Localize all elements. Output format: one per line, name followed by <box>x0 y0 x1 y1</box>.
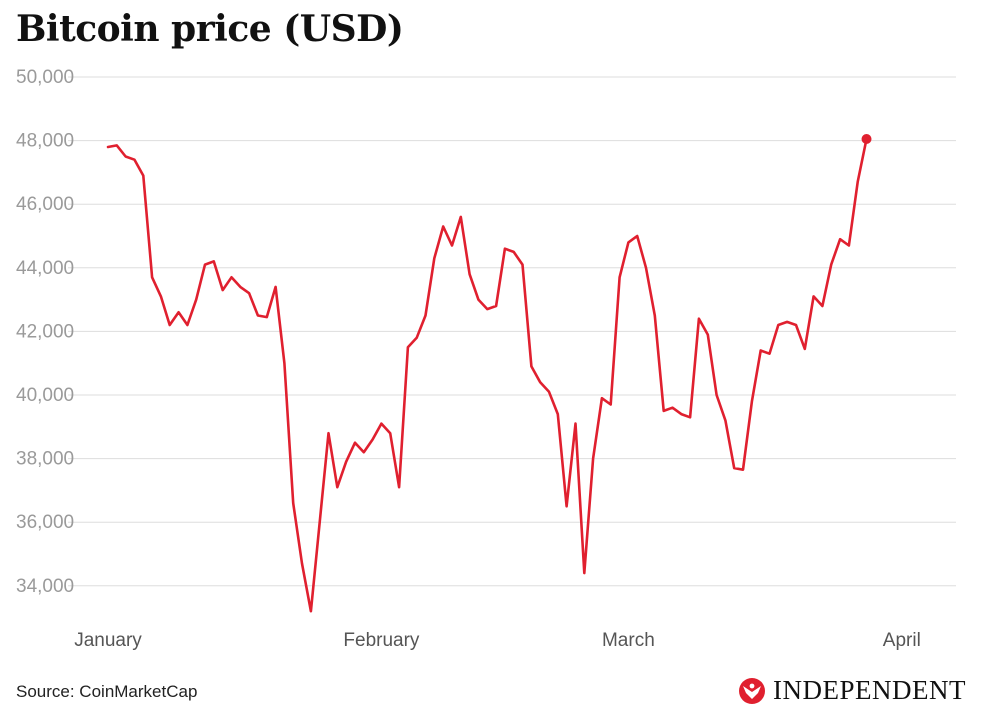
x-tick-label: March <box>602 630 655 651</box>
y-tick-label: 34,000 <box>16 576 74 597</box>
source-note: Source: CoinMarketCap <box>16 682 197 702</box>
eagle-icon <box>737 677 767 705</box>
y-tick-label: 48,000 <box>16 131 74 152</box>
logo-wordmark: INDEPENDENT <box>773 675 966 706</box>
y-tick-label: 44,000 <box>16 258 74 279</box>
y-tick-label: 40,000 <box>16 385 74 406</box>
y-tick-label: 38,000 <box>16 449 74 470</box>
y-tick-label: 42,000 <box>16 321 74 342</box>
last-point-marker <box>862 134 872 144</box>
series-line <box>108 139 867 611</box>
x-tick-label: February <box>343 630 420 651</box>
x-tick-label: January <box>74 630 142 651</box>
y-tick-label: 50,000 <box>16 67 74 88</box>
independent-logo: INDEPENDENT <box>737 675 966 706</box>
line-chart: 34,000 36,000 38,000 40,000 42,000 44,000 46,0… <box>0 0 982 660</box>
y-tick-label: 46,000 <box>16 194 74 215</box>
y-tick-label: 36,000 <box>16 512 74 533</box>
x-tick-label: April <box>883 630 921 651</box>
